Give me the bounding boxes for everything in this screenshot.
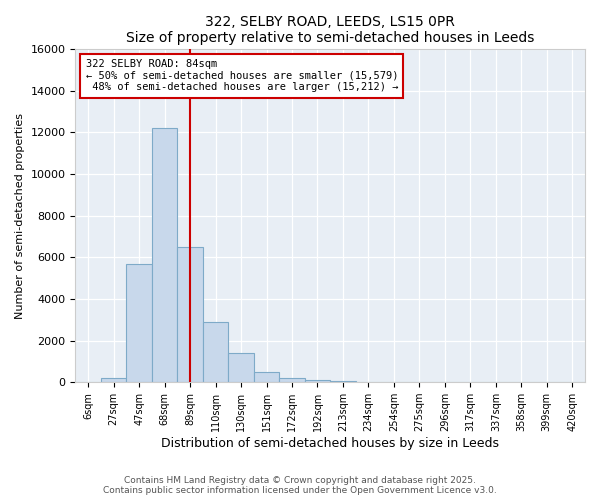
Bar bbox=[101, 378, 127, 382]
Y-axis label: Number of semi-detached properties: Number of semi-detached properties bbox=[15, 112, 25, 318]
Bar bbox=[254, 372, 279, 382]
Text: Contains HM Land Registry data © Crown copyright and database right 2025.
Contai: Contains HM Land Registry data © Crown c… bbox=[103, 476, 497, 495]
Bar bbox=[228, 353, 254, 382]
Bar bbox=[279, 378, 305, 382]
Bar bbox=[127, 264, 152, 382]
Bar bbox=[178, 247, 203, 382]
Text: 322 SELBY ROAD: 84sqm
← 50% of semi-detached houses are smaller (15,579)
 48% of: 322 SELBY ROAD: 84sqm ← 50% of semi-deta… bbox=[86, 59, 398, 92]
X-axis label: Distribution of semi-detached houses by size in Leeds: Distribution of semi-detached houses by … bbox=[161, 437, 499, 450]
Bar bbox=[330, 381, 356, 382]
Title: 322, SELBY ROAD, LEEDS, LS15 0PR
Size of property relative to semi-detached hous: 322, SELBY ROAD, LEEDS, LS15 0PR Size of… bbox=[126, 15, 535, 45]
Bar bbox=[305, 380, 330, 382]
Bar bbox=[152, 128, 178, 382]
Bar bbox=[203, 322, 228, 382]
